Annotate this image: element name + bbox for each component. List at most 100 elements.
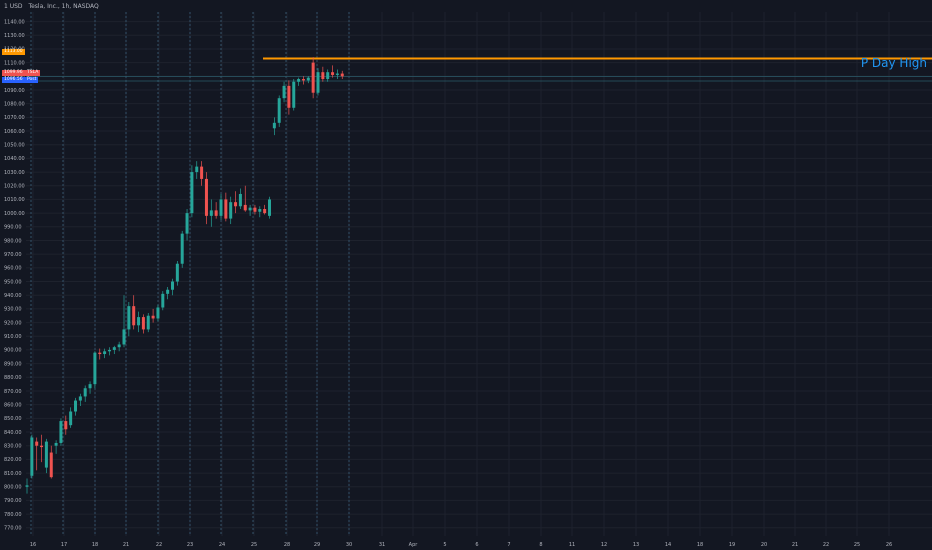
candle-body	[301, 79, 305, 81]
candle-body	[306, 77, 310, 81]
x-tick-label: 22	[823, 542, 829, 548]
candle-body	[238, 193, 242, 207]
candle-body	[112, 347, 116, 350]
x-tick-label: 18	[697, 542, 703, 548]
y-tick-label: 880.00	[4, 375, 22, 381]
candle-body	[98, 352, 102, 355]
candle-body	[146, 315, 150, 330]
y-tick-label: 960.00	[4, 266, 22, 272]
candle-body	[93, 352, 97, 385]
y-tick-label: 1060.00	[4, 129, 25, 135]
x-tick-label: 7	[507, 542, 510, 548]
x-tick-label: 25	[251, 542, 257, 548]
y-tick-label: 990.00	[4, 225, 22, 231]
candle-body	[200, 166, 204, 179]
y-tick-label: 910.00	[4, 334, 22, 340]
y-tick-label: 950.00	[4, 279, 22, 285]
candle-body	[166, 289, 170, 294]
currency-label: 1 USD	[4, 3, 23, 10]
x-tick-label: 5	[443, 542, 446, 548]
candle-body	[25, 485, 29, 487]
candle-body	[78, 396, 82, 401]
candle-body	[180, 233, 184, 264]
candle-body	[141, 317, 145, 330]
post-price-tag: 1096.56	[2, 77, 25, 83]
x-tick-label: 14	[665, 542, 671, 548]
x-tick-label: 22	[156, 542, 162, 548]
y-tick-label: 820.00	[4, 457, 22, 463]
y-tick-label: 1020.00	[4, 184, 25, 190]
symbol-value: TSLA	[27, 70, 39, 75]
candle-body	[107, 349, 111, 352]
candle-body	[287, 85, 291, 108]
candle-body	[59, 421, 63, 443]
candle-body	[117, 344, 121, 348]
x-tick-label: 21	[792, 542, 798, 548]
x-tick-label: 19	[729, 542, 735, 548]
candle-body	[282, 85, 286, 99]
candle-body	[268, 199, 271, 216]
candle-body	[127, 306, 131, 330]
candle-body	[224, 199, 228, 219]
y-tick-label: 930.00	[4, 307, 22, 313]
candle-body	[272, 122, 276, 129]
candle-body	[195, 166, 199, 173]
candle-body	[175, 263, 179, 282]
candle-body	[209, 210, 213, 216]
candle-body	[311, 62, 315, 93]
y-tick-label: 1010.00	[4, 197, 25, 203]
candle-body	[326, 72, 330, 80]
candle-body	[69, 411, 73, 426]
high-price-value: 1113.00	[4, 49, 23, 54]
candle-body	[214, 210, 218, 216]
candle-body	[103, 351, 107, 355]
x-tick-label: 29	[314, 542, 320, 548]
x-tick-label: 18	[92, 542, 98, 548]
post-label-tag: Post	[25, 77, 39, 83]
x-tick-label: 24	[219, 542, 225, 548]
y-tick-label: 790.00	[4, 498, 22, 504]
y-tick-label: 800.00	[4, 485, 22, 491]
candle-body	[297, 79, 301, 82]
candle-body	[83, 388, 87, 397]
candle-body	[331, 72, 335, 75]
candle-body	[248, 207, 252, 211]
candle-body	[263, 209, 267, 214]
x-tick-label: 31	[379, 542, 385, 548]
candle-body	[40, 445, 44, 448]
last-price-value: 1099.96	[4, 70, 23, 75]
y-tick-label: 1140.00	[4, 19, 25, 25]
y-tick-label: 1080.00	[4, 101, 25, 107]
y-tick-label: 810.00	[4, 471, 22, 477]
candle-body	[253, 207, 257, 212]
y-tick-label: 1050.00	[4, 143, 25, 149]
candle-body	[258, 209, 262, 212]
candle-body	[340, 73, 344, 77]
x-tick-label: 16	[30, 542, 36, 548]
p-day-high-label: P Day High	[860, 56, 927, 70]
candle-body	[185, 213, 189, 234]
y-tick-label: 1030.00	[4, 170, 25, 176]
candle-body	[219, 199, 223, 216]
x-tick-label: 6	[475, 542, 478, 548]
high-price-tag: 1113.00	[2, 49, 25, 55]
y-tick-label: 920.00	[4, 320, 22, 326]
post-price-value: 1096.56	[4, 77, 23, 82]
y-tick-label: 890.00	[4, 361, 22, 367]
y-tick-label: 940.00	[4, 293, 22, 299]
candle-body	[190, 172, 194, 214]
x-tick-label: 25	[854, 542, 860, 548]
y-tick-label: 1000.00	[4, 211, 25, 217]
x-tick-label: 13	[633, 542, 639, 548]
y-tick-label: 840.00	[4, 430, 22, 436]
y-tick-label: 1130.00	[4, 33, 25, 39]
y-tick-label: 860.00	[4, 402, 22, 408]
candle-body	[122, 329, 126, 345]
candle-body	[54, 442, 58, 446]
y-tick-label: 850.00	[4, 416, 22, 422]
last-price-tag: 1099.96	[2, 70, 25, 76]
candle-body	[204, 178, 208, 216]
y-tick-label: 870.00	[4, 389, 22, 395]
